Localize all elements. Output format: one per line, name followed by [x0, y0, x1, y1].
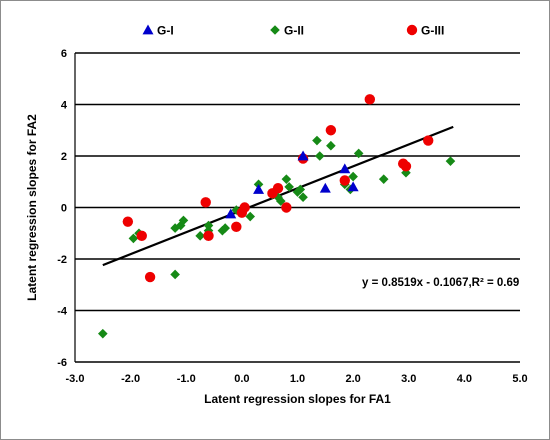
g-ii-point	[220, 223, 230, 233]
trendline-equation: y = 0.8519x - 0.1067,R² = 0.69	[362, 277, 519, 289]
x-axis-ticks: -3.0 -2.0 -1.0 0.0 1.0 2.0 3.0 4.0 5.0	[66, 373, 528, 385]
x-tick-label: -3.0	[66, 373, 85, 385]
g-iii-legend-marker	[406, 24, 418, 36]
g-ii-point	[401, 167, 411, 178]
g-ii-point	[353, 148, 364, 159]
g-ii-point	[245, 211, 256, 222]
g-iii-point	[423, 135, 434, 146]
g-iii-point	[203, 230, 214, 242]
x-tick-label: -2.0	[121, 373, 140, 385]
g-iii-point	[231, 221, 242, 233]
g-ii-point	[170, 269, 180, 280]
g-ii-point	[195, 231, 205, 241]
y-tick-label: 2	[61, 151, 67, 163]
g-ii-point	[378, 174, 389, 184]
x-tick-label: 3.0	[401, 373, 416, 385]
g-i-point	[225, 208, 237, 219]
g-i-point	[297, 150, 309, 161]
g-iii-point	[281, 202, 292, 213]
g-ii-point	[326, 140, 336, 151]
y-tick-label: -4	[57, 306, 68, 318]
g-iii-point	[272, 182, 284, 194]
g-iii-point	[364, 94, 376, 105]
g-ii-point	[295, 184, 306, 195]
g-iii-point	[144, 271, 156, 283]
g-i-point	[347, 181, 359, 192]
g-iii-point	[339, 175, 350, 186]
grid-lines	[74, 52, 520, 363]
legend: G-I G-II G-III	[142, 24, 444, 38]
g-iii-point	[325, 125, 337, 136]
y-tick-label: 4	[61, 100, 68, 112]
g-iii-point	[136, 230, 147, 242]
x-axis-title: Latent regression slopes for FA1	[204, 392, 391, 406]
g-iii-point	[239, 202, 250, 213]
g-iii-point	[200, 197, 211, 208]
x-tick-label: 1.0	[290, 373, 305, 385]
x-tick-label: 0.0	[234, 373, 249, 385]
g-i-point	[339, 163, 351, 174]
g-i-point	[319, 182, 331, 193]
g-ii-point	[281, 174, 292, 184]
g-ii-point	[292, 187, 303, 197]
y-axis-title: Latent regression slopes for FA2	[25, 114, 39, 301]
g-iii-legend-label: G-III	[421, 24, 444, 38]
y-tick-label: 6	[61, 48, 67, 60]
data-points	[98, 94, 456, 339]
g-ii-point	[348, 171, 358, 182]
g-ii-point	[273, 192, 283, 202]
g-ii-point	[98, 328, 108, 339]
g-iii-point	[122, 216, 134, 227]
x-tick-label: 2.0	[345, 373, 360, 385]
g-ii-point	[445, 156, 456, 166]
g-i-point	[253, 183, 265, 194]
g-ii-point	[298, 192, 308, 202]
g-ii-point	[312, 135, 322, 146]
g-ii-point	[178, 215, 189, 226]
g-ii-point	[314, 151, 325, 161]
y-tick-label: -6	[57, 357, 67, 369]
g-i-legend-marker	[142, 24, 154, 35]
g-ii-point	[203, 220, 214, 231]
y-tick-label: 0	[61, 203, 67, 215]
g-ii-legend-marker	[270, 25, 280, 35]
g-ii-legend-label: G-II	[284, 24, 304, 38]
g-ii-point	[128, 233, 139, 244]
x-tick-label: -1.0	[177, 373, 196, 385]
g-ii-point	[284, 182, 294, 192]
y-tick-label: -2	[57, 254, 67, 266]
y-axis-ticks: -6 -4 -2 0 2 4 6	[57, 48, 68, 369]
g-iii-point	[400, 161, 412, 172]
x-tick-label: 4.0	[457, 373, 472, 385]
g-i-legend-label: G-I	[157, 24, 174, 38]
x-tick-label: 5.0	[512, 373, 527, 385]
